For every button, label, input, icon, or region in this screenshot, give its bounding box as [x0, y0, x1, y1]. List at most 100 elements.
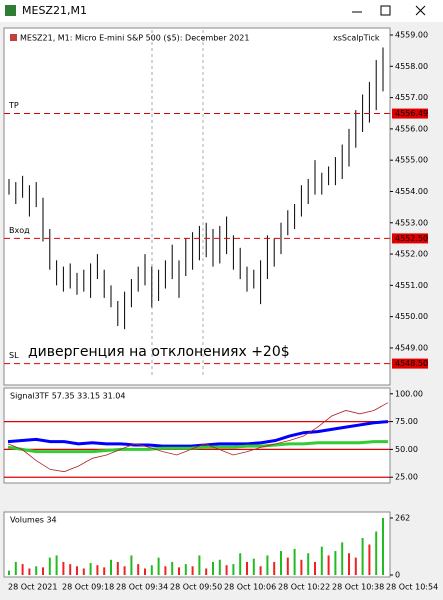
close-button[interactable]: [415, 5, 426, 16]
window-title: MESZ21,M1: [22, 4, 87, 17]
level-tag: [392, 233, 428, 244]
x-tick-label: 28 Oct 09:34: [116, 583, 168, 592]
volume-bar: [82, 568, 85, 575]
volume-bar: [314, 561, 316, 575]
volume-bar: [225, 565, 228, 575]
volume-bar: [286, 557, 289, 575]
y-tick-label: 0: [395, 571, 400, 580]
level-name: TP: [8, 101, 19, 110]
volume-bar: [293, 548, 296, 575]
x-tick-label: 28 Oct 09:50: [170, 583, 222, 592]
x-tick-label: 28 Oct 10:54: [386, 583, 438, 592]
volume-bar: [28, 568, 31, 575]
volume-bar: [259, 566, 262, 575]
y-tick-label: 4558.00: [395, 62, 428, 71]
volume-bar: [361, 538, 364, 575]
volume-bar: [164, 566, 167, 575]
y-tick-label: 4551.00: [395, 281, 428, 290]
volume-bar: [48, 557, 51, 575]
chart-icon: [10, 34, 17, 41]
x-tick-label: 28 Oct 10:22: [278, 583, 330, 592]
indicator-title: Signal3TF 57.35 33.15 31.04: [10, 392, 126, 401]
volume-bar: [42, 567, 44, 575]
volume-bar: [368, 544, 371, 575]
x-tick-label: 28 Oct 10:06: [224, 583, 276, 592]
volume-bar: [35, 566, 38, 575]
volume-bar: [341, 542, 344, 575]
volume-bar: [130, 555, 133, 575]
volume-bar: [89, 563, 92, 575]
indicator-name: xsScalpTick: [333, 34, 380, 43]
y-tick-label: 4549.00: [395, 343, 428, 352]
volume-bar: [212, 561, 214, 575]
level-label: 4548.50: [395, 359, 428, 368]
level-name: Вход: [9, 226, 30, 235]
indicator-panel: [3, 387, 391, 484]
level-name: SL: [9, 351, 19, 360]
volume-bar: [178, 567, 180, 575]
volume-bar: [103, 567, 106, 575]
volume-bar: [205, 568, 208, 575]
volume-bar: [55, 555, 58, 575]
volume-bar: [307, 553, 310, 575]
indicator-line: [7, 402, 389, 473]
maximize-button[interactable]: [380, 5, 391, 16]
volume-bar: [14, 561, 17, 575]
volume-bar: [8, 570, 10, 575]
volume-bar: [116, 561, 119, 575]
x-tick-label: 28 Oct 2021: [8, 583, 57, 592]
volume-bar: [69, 564, 72, 575]
y-tick-label: 75.00: [395, 417, 418, 426]
volume-bar: [144, 568, 146, 575]
volume-bar: [273, 561, 276, 575]
level-tag: [392, 108, 428, 119]
volume-bar: [198, 555, 201, 575]
y-tick-label: 50.00: [395, 445, 418, 454]
level-tag: [392, 358, 428, 369]
volume-bar: [110, 559, 112, 575]
volume-bar: [300, 559, 303, 575]
volume-bar: [171, 561, 174, 575]
volume-bar: [191, 566, 194, 575]
level-label: 4552.50: [395, 234, 428, 243]
volume-bar: [21, 564, 24, 575]
volume-bar: [382, 518, 384, 575]
app-icon: [5, 5, 16, 16]
volume-bar: [96, 565, 99, 575]
y-tick-label: 4553.00: [395, 218, 428, 227]
y-tick-label: 4552.00: [395, 250, 428, 259]
y-tick-label: 4550.00: [395, 312, 428, 321]
volume-bar: [232, 564, 235, 575]
volume-bar: [280, 551, 282, 575]
volume-bar: [246, 561, 248, 575]
volume-bar: [334, 551, 337, 575]
indicator-line: [7, 420, 389, 448]
chart-header: MESZ21, M1: Micro E-mini S&P 500 ($5): D…: [20, 34, 249, 43]
y-tick-label: 4555.00: [395, 156, 428, 165]
volume-bar: [348, 553, 350, 575]
indicator-line: [7, 440, 388, 454]
price-panel: [3, 27, 391, 386]
y-tick-label: 4559.00: [395, 31, 428, 40]
volume-bar: [239, 553, 242, 575]
volume-bar: [327, 555, 330, 575]
volume-bar: [320, 546, 323, 575]
level-label: 4556.49: [395, 109, 428, 118]
volume-bar: [252, 558, 255, 575]
y-tick-label: 25.00: [395, 473, 418, 482]
volume-bar: [150, 565, 153, 575]
y-tick-label: 4556.00: [395, 124, 428, 133]
volume-bar: [137, 564, 140, 575]
volume-bar: [62, 561, 65, 575]
volume-bar: [266, 555, 269, 575]
y-tick-label: 100.00: [395, 389, 423, 398]
y-tick-label: 4554.00: [395, 187, 428, 196]
volume-bar: [157, 557, 160, 575]
annotation: дивергенция на отклонениях +20$: [28, 344, 290, 360]
volume-bar: [375, 531, 378, 575]
title-bar: [0, 0, 443, 22]
volume-bar: [123, 566, 126, 575]
y-tick-label: 4557.00: [395, 93, 428, 102]
volume-bar: [76, 566, 78, 575]
volume-bar: [184, 564, 187, 575]
